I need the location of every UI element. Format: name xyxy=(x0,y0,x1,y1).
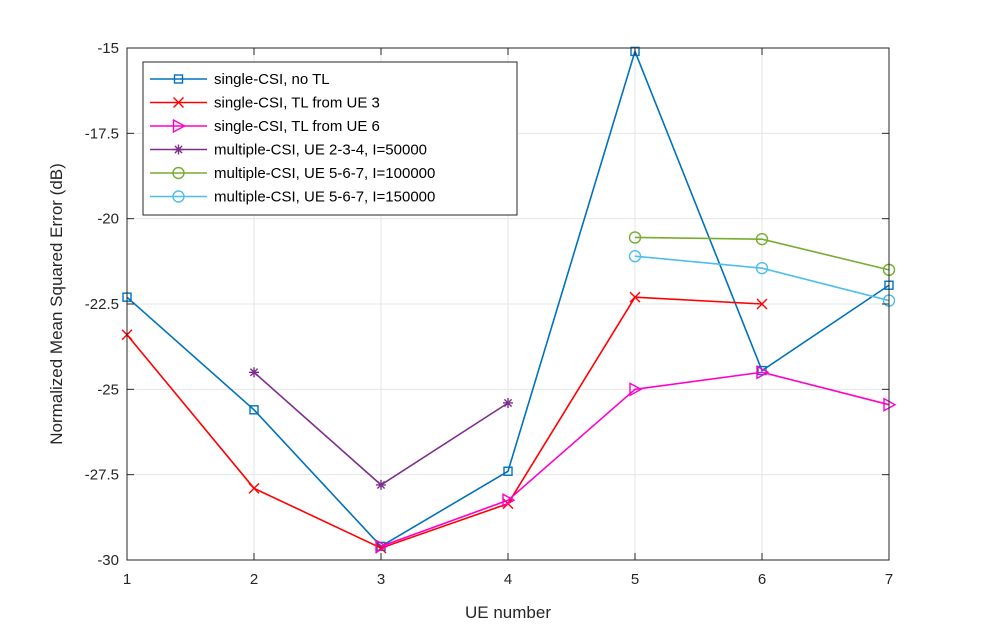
data-point-marker xyxy=(629,382,643,397)
legend: single-CSI, no TL single-CSI, TL from UE … xyxy=(142,61,518,216)
data-point-marker xyxy=(756,365,770,380)
series-line xyxy=(380,371,890,548)
y-tick-label: -15 xyxy=(97,40,119,57)
data-point-marker xyxy=(628,231,642,244)
x-tick-label: 4 xyxy=(504,571,512,588)
x-tick-label: 6 xyxy=(758,571,766,588)
data-point-marker xyxy=(502,493,516,508)
x-tick-label: 2 xyxy=(250,571,258,588)
tick-labels: 1 2 3 4 5 6 7 -30 -27.5 -25 -22.5 -20 -17.5 -15 xyxy=(85,40,893,588)
legend-item: single-CSI, no TL xyxy=(150,71,330,88)
legend-marker xyxy=(173,74,184,84)
data-point-marker xyxy=(630,46,640,57)
legend-label: single-CSI, no TL xyxy=(214,71,330,88)
legend-marker xyxy=(173,97,184,108)
y-tick-label: -22.5 xyxy=(85,296,119,313)
legend-marker xyxy=(172,166,185,180)
legend-marker xyxy=(172,118,186,134)
series-3 xyxy=(375,365,897,554)
y-tick-label: -27.5 xyxy=(85,467,119,484)
legend-item: single-CSI, TL from UE 3 xyxy=(150,95,380,112)
ticks xyxy=(126,47,890,561)
data-point-marker xyxy=(249,367,259,378)
data-point-marker xyxy=(375,539,389,554)
y-tick-label: -20 xyxy=(97,211,119,228)
series-line xyxy=(126,50,890,548)
data-point-marker xyxy=(756,298,768,310)
series-line xyxy=(634,236,890,271)
data-point-marker xyxy=(503,466,513,476)
series-line xyxy=(634,255,890,302)
legend-label: multiple-CSI, UE 2-3-4, I=50000 xyxy=(214,142,427,159)
data-point-marker xyxy=(755,261,769,275)
legend-label: multiple-CSI, UE 5-6-7, I=150000 xyxy=(214,189,435,206)
legend-box xyxy=(142,61,518,216)
y-tick-label: -25 xyxy=(97,381,119,398)
legend-marker xyxy=(172,190,185,203)
legend-item: multiple-CSI, UE 5-6-7, I=150000 xyxy=(150,189,435,206)
legend-label: multiple-CSI, UE 5-6-7, I=100000 xyxy=(214,165,435,182)
legend-item: multiple-CSI, UE 2-3-4, I=50000 xyxy=(150,142,427,159)
data-point-marker xyxy=(248,482,260,494)
legend-marker xyxy=(173,144,184,155)
data-point-marker xyxy=(376,479,386,490)
data-point-marker xyxy=(629,291,641,303)
x-tick-label: 1 xyxy=(123,571,131,588)
legend-label: single-CSI, TL from UE 6 xyxy=(214,118,380,135)
data-point-marker xyxy=(503,397,513,408)
data-point-marker xyxy=(628,250,642,263)
legend-item: single-CSI, TL from UE 6 xyxy=(150,118,380,135)
legend-item: multiple-CSI, UE 5-6-7, I=100000 xyxy=(150,165,435,182)
series-line xyxy=(126,296,763,549)
x-tick-label: 3 xyxy=(377,571,385,588)
x-tick-label: 7 xyxy=(885,571,893,588)
y-tick-label: -30 xyxy=(97,552,119,569)
y-tick-label: -17.5 xyxy=(85,125,119,142)
series-4 xyxy=(249,367,513,490)
x-tick-label: 5 xyxy=(631,571,639,588)
series-layer xyxy=(121,46,897,554)
x-axis-title: UE number xyxy=(465,603,551,622)
legend-label: single-CSI, TL from UE 3 xyxy=(214,95,380,112)
data-point-marker xyxy=(249,405,259,415)
y-axis-title: Normalized Mean Squared Error (dB) xyxy=(47,163,66,445)
data-point-marker xyxy=(755,232,769,246)
